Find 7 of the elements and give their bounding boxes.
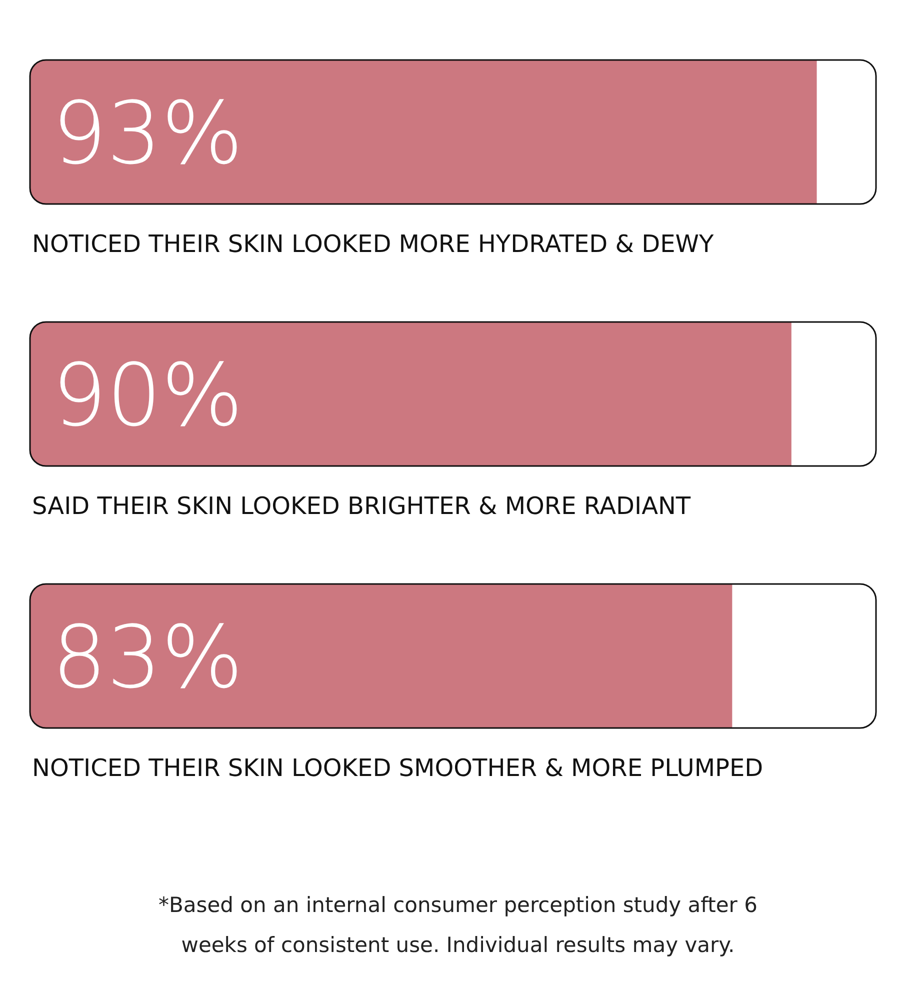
data-label: 83% [52, 608, 244, 708]
data-label: 90% [52, 346, 244, 446]
annotation: *Based on an internal consumer perception study after 6 weeks of consistent use. Individual results may vary. [158, 893, 758, 957]
y-tick-label: NOTICED THEIR SKIN LOOKED MORE HYDRATED & DEWY [32, 230, 714, 258]
y-tick-label: SAID THEIR SKIN LOOKED BRIGHTER & MORE RADIANT [32, 492, 691, 520]
data-label: 93% [52, 84, 244, 184]
y-tick-label: NOTICED THEIR SKIN LOOKED SMOOTHER & MORE PLUMPED [32, 754, 764, 782]
